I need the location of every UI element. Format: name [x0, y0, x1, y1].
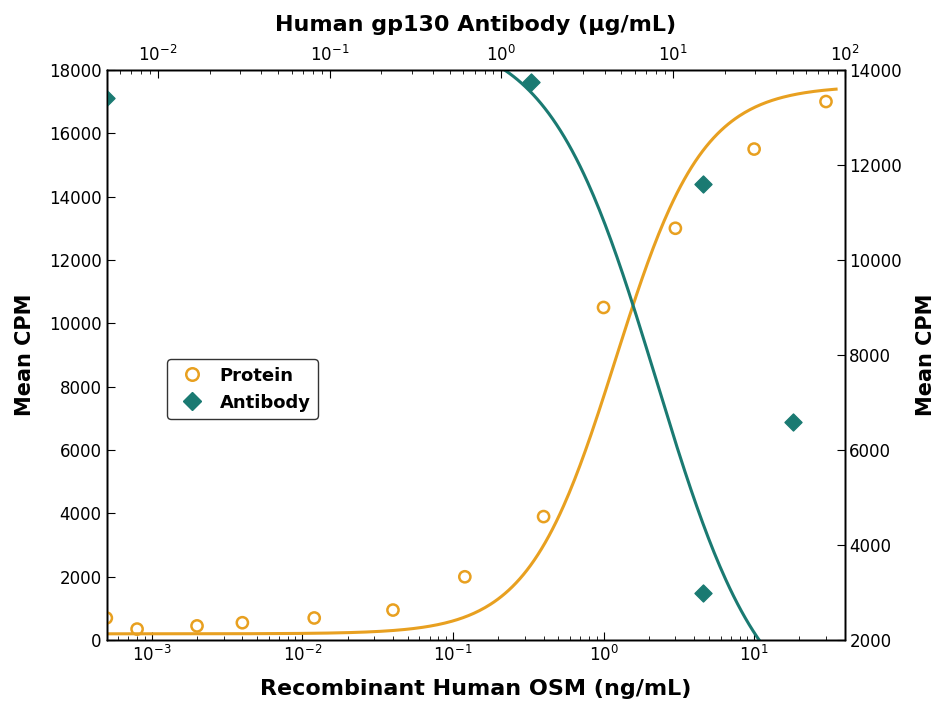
Point [613, 36, 629, 47]
Point [747, 144, 762, 155]
Legend: Protein, Antibody: Protein, Antibody [167, 359, 318, 419]
Point [819, 96, 834, 107]
Point [352, 31, 367, 42]
Y-axis label: Mean CPM: Mean CPM [15, 294, 35, 416]
X-axis label: Human gp130 Antibody (μg/mL): Human gp130 Antibody (μg/mL) [275, 15, 676, 35]
Point [695, 178, 710, 190]
Point [457, 571, 473, 583]
Point [385, 604, 400, 615]
Point [306, 613, 321, 624]
Point [99, 613, 114, 624]
Point [695, 587, 710, 598]
Point [129, 623, 145, 635]
Point [524, 76, 539, 87]
Y-axis label: Mean CPM: Mean CPM [916, 294, 936, 416]
Point [668, 223, 683, 234]
Point [270, 50, 285, 61]
Point [536, 511, 552, 523]
Point [786, 416, 801, 427]
Point [99, 93, 114, 104]
Point [235, 617, 250, 628]
Point [189, 620, 204, 632]
Point [596, 302, 611, 313]
X-axis label: Recombinant Human OSM (ng/mL): Recombinant Human OSM (ng/mL) [260, 679, 691, 699]
